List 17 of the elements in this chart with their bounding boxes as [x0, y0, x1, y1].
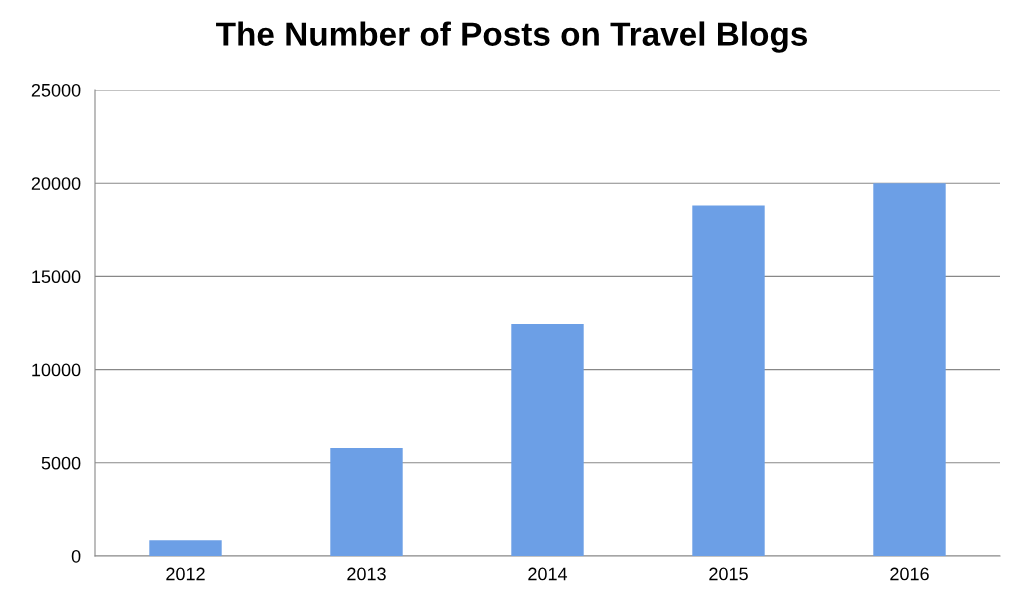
y-tick-label: 0 — [71, 549, 81, 563]
y-tick-label: 15000 — [32, 270, 81, 284]
y-tick-label: 20000 — [31, 177, 81, 190]
bar — [330, 447, 403, 556]
x-tick-label: 2012 — [166, 567, 205, 581]
bar — [149, 540, 222, 556]
bar — [692, 205, 765, 556]
y-tick-label: 5000 — [41, 456, 81, 470]
x-tick-label: 2016 — [890, 567, 929, 581]
bar — [511, 323, 584, 556]
bar — [873, 183, 946, 556]
y-tick-label: 25000 — [31, 83, 81, 97]
y-tick-label: 10000 — [32, 363, 81, 377]
x-tick-label: 2013 — [347, 567, 386, 581]
chart-title: The Number of Posts on Travel Blogs — [216, 21, 807, 53]
x-tick-label: 2014 — [528, 567, 568, 581]
x-tick-label: 2015 — [709, 567, 748, 581]
